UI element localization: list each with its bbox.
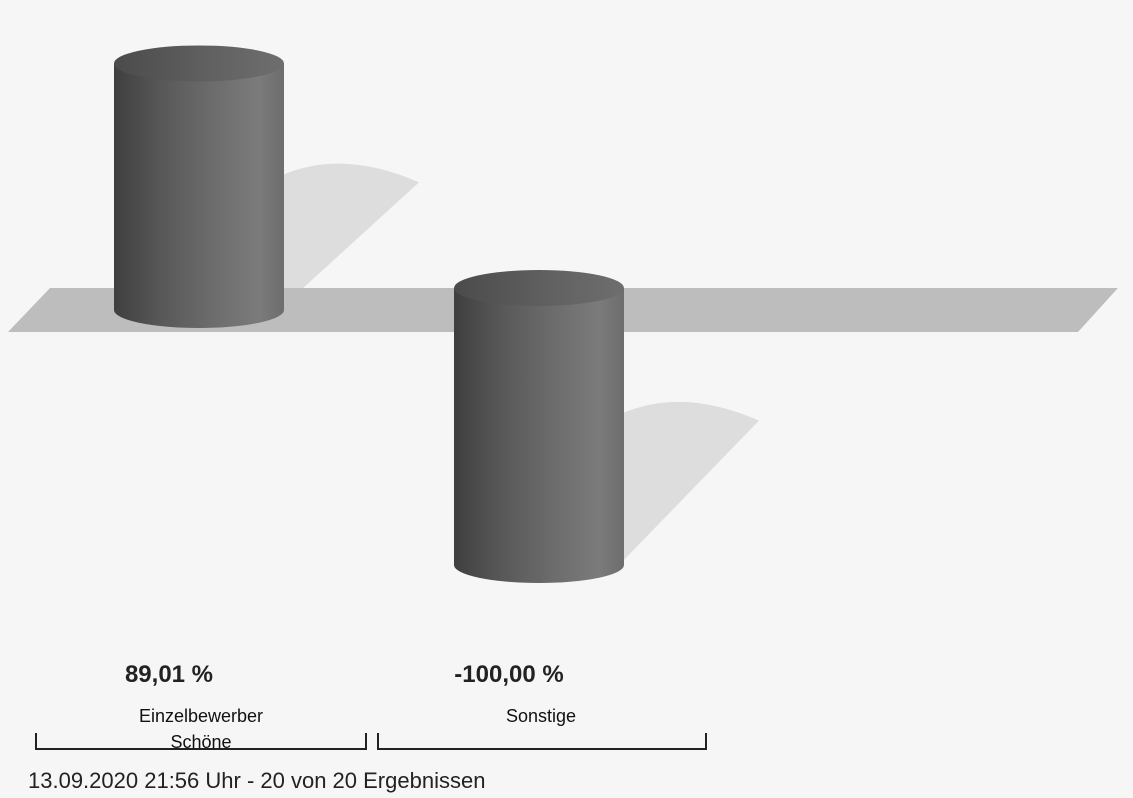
bars-layer	[114, 45, 624, 583]
footer-text: 13.09.2020 21:56 Uhr - 20 von 20 Ergebni…	[28, 768, 485, 793]
bar-shadow	[619, 401, 759, 565]
bar-shadow	[279, 163, 419, 310]
category-label: Schöne	[170, 732, 231, 752]
category-bracket	[377, 733, 707, 750]
bar-cap	[114, 45, 284, 82]
bar-cylinder	[454, 288, 624, 583]
shadow-layer	[279, 163, 759, 565]
value-label: -100,00 %	[454, 661, 563, 688]
labels-layer: 89,01 % Einzelbewerber Schöne -100,00 % Sons…	[35, 661, 707, 752]
bar-cylinder	[114, 63, 284, 329]
category-label: Sonstige	[506, 706, 576, 726]
category-bracket	[35, 733, 367, 750]
bar-cap	[454, 270, 624, 306]
value-label: 89,01 %	[125, 661, 213, 688]
category-label: Einzelbewerber	[139, 706, 263, 726]
